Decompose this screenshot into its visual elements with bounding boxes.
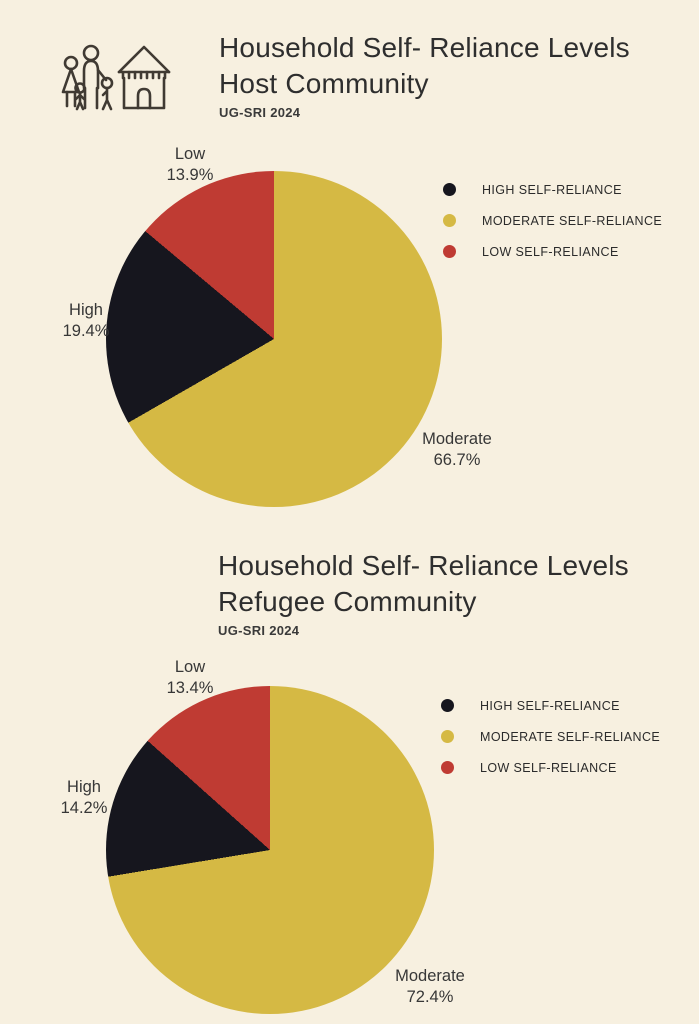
legend2-item-moderate: MODERATE SELF-RELIANCE (441, 721, 660, 752)
pie-chart-refugee-community (106, 686, 434, 1014)
chart1-caption: UG-SRI 2024 (219, 105, 301, 120)
chart2-title-line1: Household Self- Reliance Levels (218, 550, 629, 581)
slice-label-moderate-pct: 66.7% (433, 451, 481, 469)
slice-label-low-2: Low 13.4% (140, 657, 240, 699)
slice-label-low-2-name: Low (174, 658, 206, 676)
pie-chart-host-community (106, 171, 442, 507)
legend-item-moderate: MODERATE SELF-RELIANCE (443, 205, 662, 236)
high-self-reliance-dot-icon (443, 183, 456, 196)
chart1-legend: HIGH SELF-RELIANCE MODERATE SELF-RELIANC… (443, 174, 662, 267)
slice-label-low-name: Low (174, 145, 206, 163)
legend2-item-high: HIGH SELF-RELIANCE (441, 690, 660, 721)
legend2-item-low: LOW SELF-RELIANCE (441, 752, 660, 783)
family-and-hut-icon (56, 38, 172, 124)
legend-label-high: HIGH SELF-RELIANCE (482, 182, 622, 197)
low-self-reliance-dot-icon (443, 245, 456, 258)
slice-label-moderate: Moderate 66.7% (402, 429, 512, 471)
chart1-title-block: Household Self- Reliance Levels Host Com… (219, 30, 630, 120)
moderate-self-reliance-dot-icon (441, 730, 454, 743)
slice-label-low: Low 13.9% (140, 144, 240, 186)
slice-label-high-2-name: High (67, 778, 101, 796)
chart2-title-block: Household Self- Reliance Levels Refugee … (218, 548, 629, 638)
slice-label-moderate-name: Moderate (422, 430, 492, 448)
legend-item-high: HIGH SELF-RELIANCE (443, 174, 662, 205)
legend-item-low: LOW SELF-RELIANCE (443, 236, 662, 267)
legend-label-moderate: MODERATE SELF-RELIANCE (482, 213, 663, 228)
legend2-label-low: LOW SELF-RELIANCE (480, 760, 617, 775)
slice-label-high-2-pct: 14.2% (60, 799, 108, 817)
legend2-label-high: HIGH SELF-RELIANCE (480, 698, 620, 713)
slice-label-high-name: High (69, 301, 103, 319)
slice-label-moderate-2: Moderate 72.4% (375, 966, 485, 1008)
slice-label-high-2: High 14.2% (34, 777, 134, 819)
slice-label-moderate-2-pct: 72.4% (406, 988, 454, 1006)
chart2-title-line2: Refugee Community (218, 586, 477, 617)
low-self-reliance-dot-icon (441, 761, 454, 774)
legend2-label-moderate: MODERATE SELF-RELIANCE (480, 729, 661, 744)
chart2-caption: UG-SRI 2024 (218, 623, 300, 638)
slice-label-low-pct: 13.9% (166, 166, 214, 184)
chart1-title-line2: Host Community (219, 68, 429, 99)
slice-label-low-2-pct: 13.4% (166, 679, 214, 697)
slice-label-high: High 19.4% (36, 300, 136, 342)
legend-label-low: LOW SELF-RELIANCE (482, 244, 619, 259)
chart2-legend: HIGH SELF-RELIANCE MODERATE SELF-RELIANC… (441, 690, 660, 783)
moderate-self-reliance-dot-icon (443, 214, 456, 227)
slice-label-high-pct: 19.4% (62, 322, 110, 340)
high-self-reliance-dot-icon (441, 699, 454, 712)
chart1-title-line1: Household Self- Reliance Levels (219, 32, 630, 63)
slice-label-moderate-2-name: Moderate (395, 967, 465, 985)
